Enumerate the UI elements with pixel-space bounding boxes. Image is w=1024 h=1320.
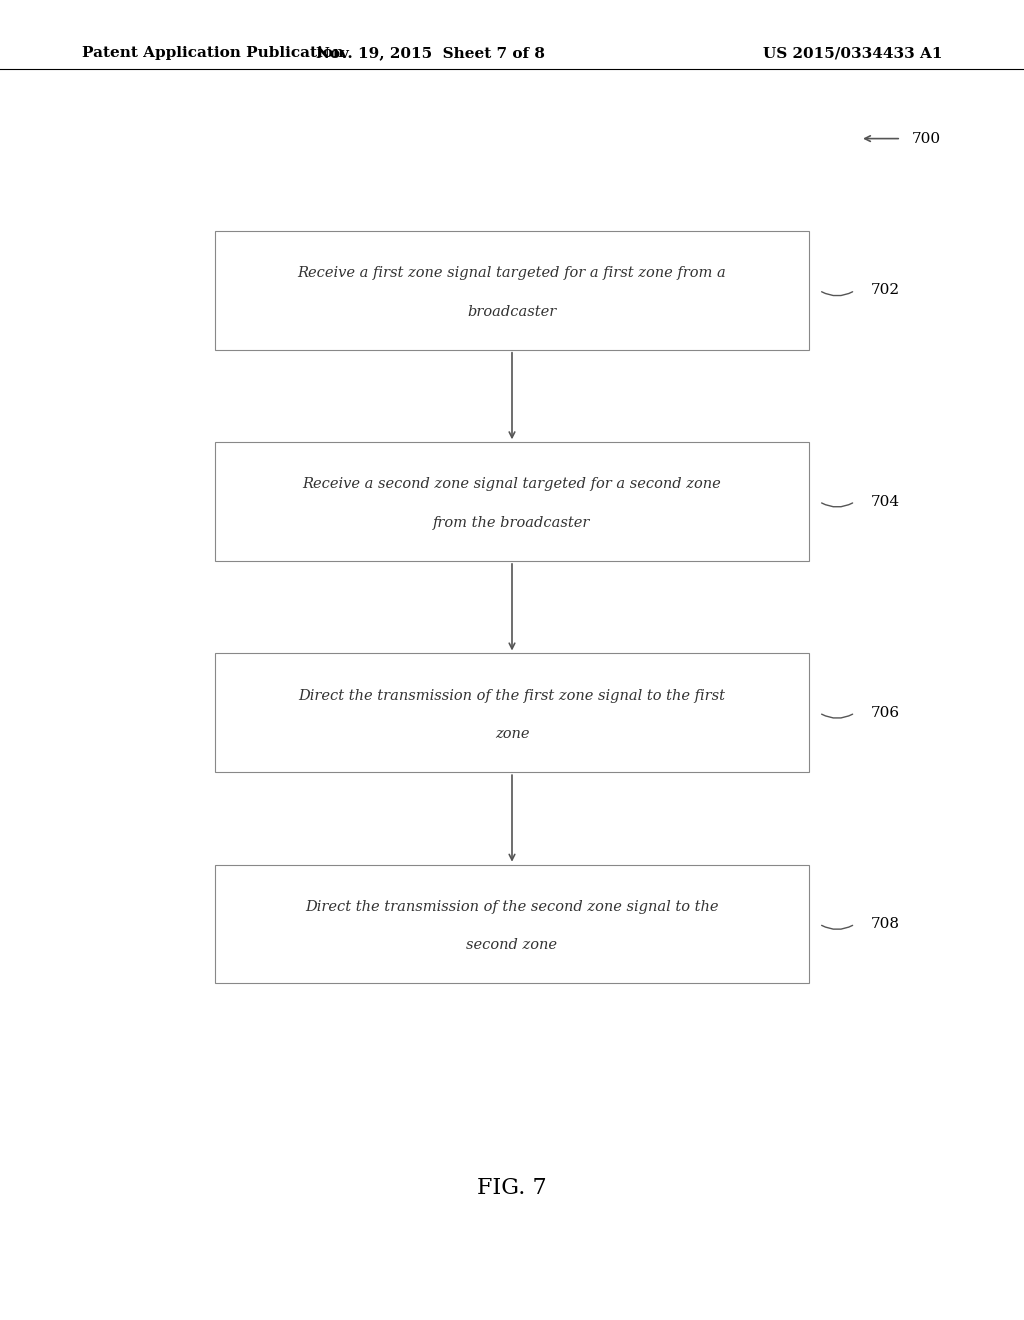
Text: 708: 708	[870, 917, 899, 931]
Text: Direct the transmission of the first zone signal to the first: Direct the transmission of the first zon…	[299, 689, 725, 702]
Text: FIG. 7: FIG. 7	[477, 1177, 547, 1199]
FancyBboxPatch shape	[215, 865, 809, 983]
Text: Patent Application Publication: Patent Application Publication	[82, 46, 344, 61]
FancyBboxPatch shape	[215, 653, 809, 772]
Text: from the broadcaster: from the broadcaster	[433, 516, 591, 529]
Text: Nov. 19, 2015  Sheet 7 of 8: Nov. 19, 2015 Sheet 7 of 8	[315, 46, 545, 61]
Text: 706: 706	[870, 706, 899, 719]
Text: zone: zone	[495, 727, 529, 741]
Text: Receive a second zone signal targeted for a second zone: Receive a second zone signal targeted fo…	[303, 478, 721, 491]
Text: Receive a first zone signal targeted for a first zone from a: Receive a first zone signal targeted for…	[298, 267, 726, 280]
Text: broadcaster: broadcaster	[467, 305, 557, 318]
Text: Direct the transmission of the second zone signal to the: Direct the transmission of the second zo…	[305, 900, 719, 913]
FancyBboxPatch shape	[215, 231, 809, 350]
Text: second zone: second zone	[467, 939, 557, 952]
FancyBboxPatch shape	[215, 442, 809, 561]
Text: 702: 702	[870, 284, 899, 297]
Text: 704: 704	[870, 495, 899, 508]
Text: US 2015/0334433 A1: US 2015/0334433 A1	[763, 46, 942, 61]
Text: 700: 700	[911, 132, 940, 145]
